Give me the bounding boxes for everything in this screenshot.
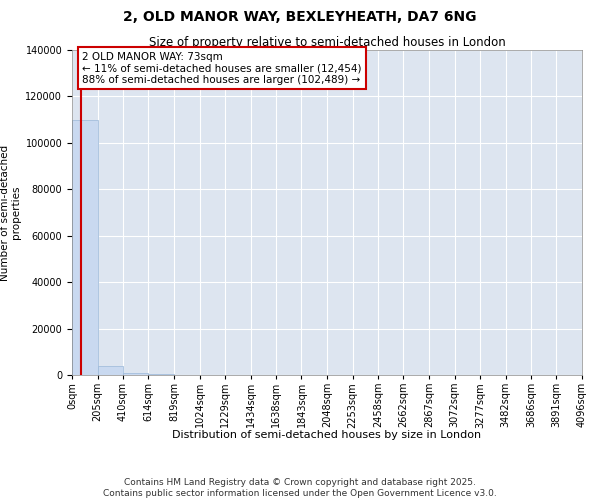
Text: 2, OLD MANOR WAY, BEXLEYHEATH, DA7 6NG: 2, OLD MANOR WAY, BEXLEYHEATH, DA7 6NG	[123, 10, 477, 24]
Bar	[148, 374, 174, 375]
Y-axis label: Number of semi-detached
properties: Number of semi-detached properties	[0, 144, 21, 280]
Bar	[98, 366, 123, 375]
Bar	[72, 120, 98, 375]
Text: Contains HM Land Registry data © Crown copyright and database right 2025.
Contai: Contains HM Land Registry data © Crown c…	[103, 478, 497, 498]
Title: Size of property relative to semi-detached houses in London: Size of property relative to semi-detach…	[149, 36, 505, 49]
Text: 2 OLD MANOR WAY: 73sqm
← 11% of semi-detached houses are smaller (12,454)
88% of: 2 OLD MANOR WAY: 73sqm ← 11% of semi-det…	[82, 52, 362, 85]
X-axis label: Distribution of semi-detached houses by size in London: Distribution of semi-detached houses by …	[172, 430, 482, 440]
Bar	[123, 373, 148, 375]
